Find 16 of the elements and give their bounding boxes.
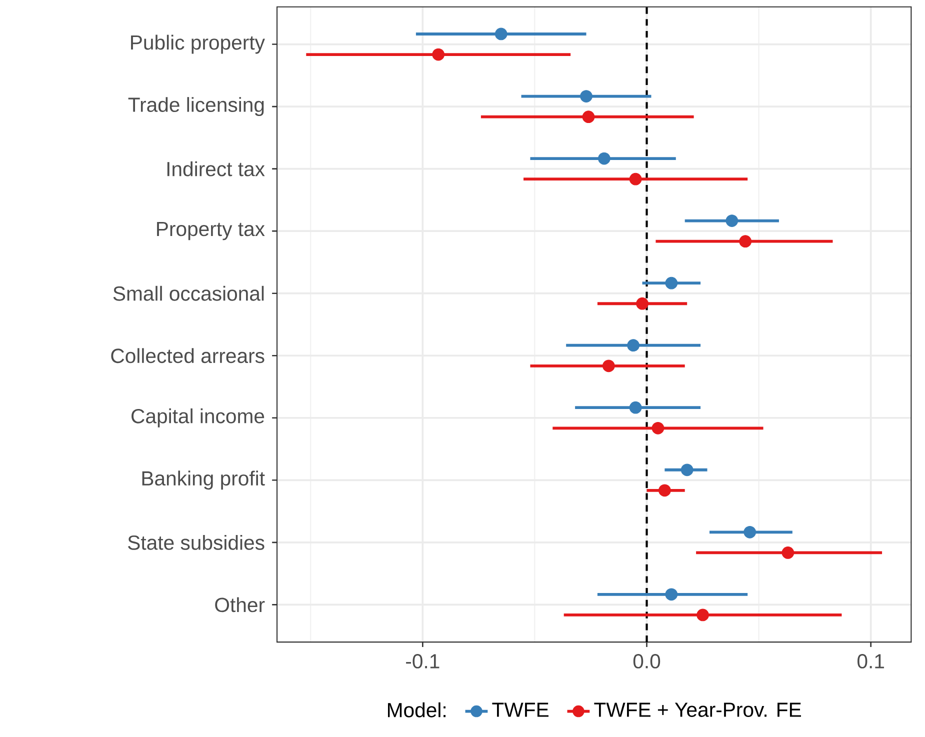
legend-label: TWFE + Year-Prov. FE — [594, 702, 801, 718]
y-tick-label: Property tax — [157, 222, 265, 240]
x-tick-label: 0.0 — [633, 654, 660, 668]
y-tick-label: Trade licensing — [128, 97, 264, 116]
y-tick-label: Banking profit — [142, 470, 265, 490]
y-tick-label: Other — [215, 597, 265, 612]
y-tick-label: Capital income — [132, 408, 264, 428]
y-tick-label: Collected arrears — [111, 348, 264, 364]
x-tick-label: 0.1 — [858, 654, 884, 668]
y-tick-label: Small occasional — [113, 286, 264, 301]
legend-label: TWFE — [492, 702, 548, 717]
legend-title: Model: — [388, 702, 446, 718]
y-tick-label: Public property — [131, 34, 265, 54]
y-tick-label: Indirect tax — [167, 161, 265, 176]
y-tick-label: State subsidies — [128, 535, 264, 550]
x-tick-label: -0.1 — [406, 654, 440, 668]
